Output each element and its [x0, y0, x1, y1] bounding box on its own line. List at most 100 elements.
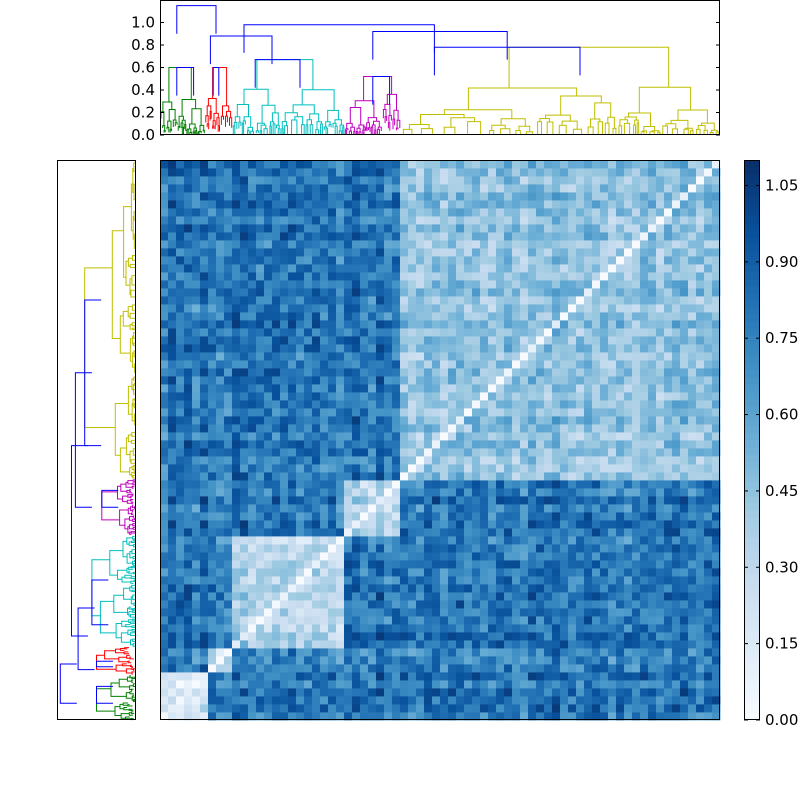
- heatmap-cell: [600, 560, 609, 569]
- heatmap-cell: [432, 264, 441, 273]
- heatmap-cell: [640, 360, 649, 369]
- heatmap-cell: [416, 392, 425, 401]
- heatmap-cell: [472, 464, 481, 473]
- heatmap-cell: [352, 512, 361, 521]
- heatmap-cell: [528, 584, 537, 593]
- heatmap-cell: [256, 320, 265, 329]
- heatmap-cell: [704, 248, 713, 257]
- heatmap-cell: [160, 608, 169, 617]
- heatmap-cell: [352, 312, 361, 321]
- heatmap-cell: [528, 288, 537, 297]
- heatmap-cell: [368, 416, 377, 425]
- heatmap-cell: [472, 664, 481, 673]
- heatmap-cell: [544, 272, 553, 281]
- heatmap-cell: [184, 384, 193, 393]
- heatmap-cell: [520, 384, 529, 393]
- heatmap-cell: [504, 416, 513, 425]
- heatmap-cell: [672, 608, 681, 617]
- heatmap-cell: [496, 312, 505, 321]
- heatmap-cell: [208, 672, 217, 681]
- heatmap-cell: [168, 376, 177, 385]
- heatmap-cell: [648, 304, 657, 313]
- heatmap-cell: [280, 560, 289, 569]
- heatmap-cell: [224, 264, 233, 273]
- heatmap-cell: [432, 440, 441, 449]
- top-link-yellow: [662, 125, 668, 132]
- heatmap-cell: [560, 528, 569, 537]
- heatmap-cell: [672, 440, 681, 449]
- heatmap-cell: [632, 360, 641, 369]
- heatmap-cell: [168, 568, 177, 577]
- heatmap-cell: [584, 368, 593, 377]
- heatmap-cell: [640, 712, 649, 721]
- heatmap-cell: [376, 392, 385, 401]
- heatmap-cell: [536, 232, 545, 241]
- heatmap-cell: [232, 712, 241, 721]
- heatmap-cell: [568, 272, 577, 281]
- top-link-cyan: [271, 112, 279, 126]
- heatmap-cell: [632, 376, 641, 385]
- heatmap-cell: [520, 704, 529, 713]
- heatmap-cell: [336, 264, 345, 273]
- heatmap-cell: [224, 448, 233, 457]
- top-link-yellow: [643, 126, 656, 131]
- heatmap-cell: [704, 432, 713, 441]
- heatmap-cell: [632, 560, 641, 569]
- left-link-green: [129, 685, 134, 690]
- heatmap-cell: [328, 512, 337, 521]
- heatmap-cell: [544, 568, 553, 577]
- heatmap-cell: [280, 544, 289, 553]
- heatmap-cell: [360, 552, 369, 561]
- heatmap-cell: [368, 256, 377, 265]
- heatmap-cell: [200, 448, 209, 457]
- heatmap-cell: [480, 624, 489, 633]
- heatmap-cell: [416, 544, 425, 553]
- heatmap-cell: [368, 568, 377, 577]
- heatmap-cell: [544, 440, 553, 449]
- heatmap-cell: [240, 576, 249, 585]
- heatmap-cell: [664, 696, 673, 705]
- heatmap-cell: [424, 600, 433, 609]
- heatmap-cell: [336, 648, 345, 657]
- heatmap-cell: [384, 472, 393, 481]
- heatmap-cell: [352, 296, 361, 305]
- heatmap-cell: [640, 336, 649, 345]
- heatmap-cell: [376, 280, 385, 289]
- heatmap-cell: [656, 664, 665, 673]
- heatmap-cell: [264, 568, 273, 577]
- heatmap-cell: [528, 352, 537, 361]
- heatmap-cell: [608, 328, 617, 337]
- top-ytick-label: 0.6: [131, 59, 155, 77]
- heatmap-cell: [664, 280, 673, 289]
- heatmap-cell: [480, 536, 489, 545]
- heatmap-cell: [592, 440, 601, 449]
- heatmap-cell: [336, 656, 345, 665]
- top-link-cyan: [327, 109, 339, 122]
- heatmap-cell: [288, 584, 297, 593]
- heatmap-cell: [424, 328, 433, 337]
- heatmap-cell: [392, 512, 401, 521]
- heatmap-cell: [512, 480, 521, 489]
- heatmap-cell: [296, 328, 305, 337]
- heatmap-cell: [424, 376, 433, 385]
- heatmap-cell: [520, 448, 529, 457]
- heatmap-cell: [168, 488, 177, 497]
- heatmap-cell: [688, 648, 697, 657]
- heatmap-cell: [448, 400, 457, 409]
- top-link-cyan: [325, 121, 331, 127]
- heatmap-cell: [656, 240, 665, 249]
- heatmap-cell: [424, 264, 433, 273]
- heatmap-cell: [448, 664, 457, 673]
- heatmap-cell: [656, 312, 665, 321]
- heatmap-cell: [632, 576, 641, 585]
- heatmap-cell: [656, 400, 665, 409]
- heatmap-cell: [664, 584, 673, 593]
- heatmap-cell: [536, 432, 545, 441]
- heatmap-cell: [280, 576, 289, 585]
- heatmap-cell: [264, 360, 273, 369]
- heatmap-cell: [576, 352, 585, 361]
- heatmap-cell: [336, 528, 345, 537]
- heatmap-cell: [640, 672, 649, 681]
- heatmap-cell: [336, 624, 345, 633]
- heatmap-cell: [520, 568, 529, 577]
